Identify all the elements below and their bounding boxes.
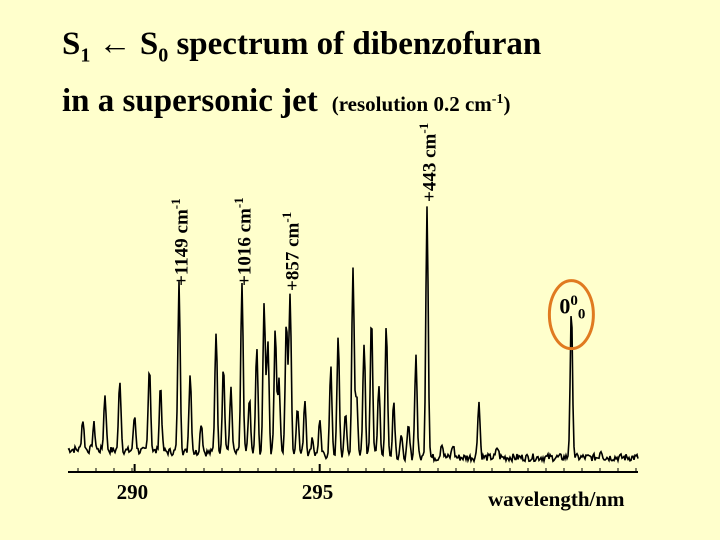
origin-band-sup: 0 bbox=[570, 292, 578, 309]
title-s1: S bbox=[62, 26, 81, 62]
band-label-1: +857 cm-1 bbox=[279, 212, 304, 291]
origin-band-label: 000 bbox=[559, 293, 585, 324]
chart-title: S1 ← S0 spectrum of dibenzofuran in a su… bbox=[62, 22, 541, 126]
title-line-1: S1 ← S0 spectrum of dibenzofuran bbox=[62, 26, 542, 67]
resolution-pre: (resolution 0.2 cm bbox=[331, 91, 492, 116]
band-label-sup: -1 bbox=[279, 211, 295, 223]
band-label-text: +857 cm bbox=[282, 222, 304, 291]
spectrum-trace bbox=[67, 206, 639, 465]
x-tick-label-290: 290 bbox=[116, 480, 149, 504]
band-label-sup: -1 bbox=[230, 197, 246, 208]
title-arrow: ← bbox=[90, 26, 140, 62]
band-label-sup: -1 bbox=[168, 198, 184, 209]
title-line2-text: in a supersonic jet bbox=[62, 82, 318, 119]
band-label-3: +1149 cm-1 bbox=[168, 198, 193, 286]
title-line-2: in a supersonic jet (resolution 0.2 cm-1) bbox=[62, 78, 541, 126]
band-label-text: +1016 cm bbox=[234, 207, 256, 286]
x-axis-label: wavelength/nm bbox=[488, 487, 625, 511]
x-tick-label-295: 295 bbox=[301, 480, 334, 504]
band-label-2: +1016 cm-1 bbox=[231, 197, 256, 286]
title-rest: spectrum of dibenzofuran bbox=[168, 26, 542, 62]
resolution-note: (resolution 0.2 cm-1) bbox=[332, 92, 511, 116]
origin-band-text: 0 bbox=[559, 292, 571, 318]
title-s0: S bbox=[139, 26, 159, 62]
origin-band-sub: 0 bbox=[577, 306, 586, 323]
title-s0-sub: 0 bbox=[158, 44, 169, 67]
resolution-post: ) bbox=[503, 91, 511, 116]
origin-band-highlight bbox=[547, 279, 595, 351]
band-label-0: +443 cm-1 bbox=[416, 122, 441, 201]
resolution-sup: -1 bbox=[491, 91, 504, 107]
band-label-sup: -1 bbox=[416, 122, 432, 134]
band-label-text: +443 cm bbox=[419, 133, 441, 202]
band-label-text: +1149 cm bbox=[171, 208, 193, 286]
title-s1-sub: 1 bbox=[80, 44, 91, 67]
